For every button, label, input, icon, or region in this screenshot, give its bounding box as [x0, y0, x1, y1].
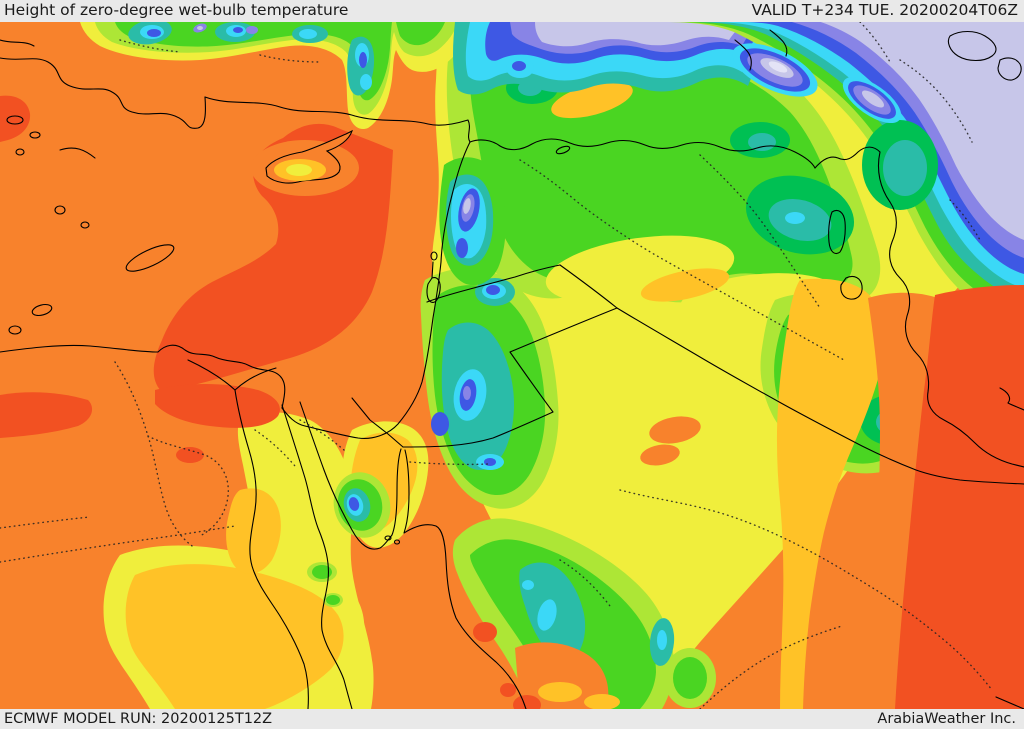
footer-bar: ECMWF MODEL RUN: 20200125T12Z ArabiaWeat… [0, 709, 1024, 729]
egypt-israel-border [351, 397, 404, 448]
levant-coast [281, 141, 471, 439]
euphrates-river-dotted [519, 159, 845, 361]
sinai-coast [299, 401, 402, 550]
jordan-river [431, 261, 434, 279]
jordan-north-border [426, 264, 561, 303]
persian-gulf-coast [999, 387, 1024, 411]
map-area [0, 22, 1024, 709]
egypt-north-coast [0, 344, 286, 409]
header-bar: Height of zero-degree wet-bulb temperatu… [0, 0, 1024, 22]
turkey-iraq-border [814, 146, 881, 169]
iraq-saudi-border [616, 307, 1024, 485]
cyprus-island [251, 129, 359, 196]
lake-razzaza [840, 275, 863, 300]
lakes-layer [426, 30, 1022, 303]
coastlines-layer [0, 39, 1024, 709]
lake-van [947, 30, 997, 62]
nile-delta-east-branch [234, 367, 277, 391]
valid-time: VALID T+234 TUE. 20200204T06Z [751, 1, 1018, 20]
lake-assad [555, 145, 571, 155]
red-sea-west-coast [281, 404, 353, 709]
map-title: Height of zero-degree wet-bulb temperatu… [4, 1, 349, 20]
borders-layer [351, 29, 1024, 709]
turkey-syria-border [469, 138, 816, 169]
northeast-highlands-nest [655, 22, 1024, 322]
dotted-admin-layer [0, 22, 993, 709]
lake-tharthar [828, 209, 846, 255]
lake-urmia [997, 57, 1022, 81]
coastal-hot-spot [473, 622, 497, 642]
model-run-label: ECMWF MODEL RUN: 20200125T12Z [4, 710, 273, 727]
branding-label: ArabiaWeather Inc. [877, 710, 1016, 727]
sea-of-galilee [430, 251, 438, 261]
island-rhodes [125, 244, 175, 272]
southeast-hot-gradient [473, 278, 1024, 709]
nile-river [234, 389, 309, 709]
iran-iraq-border [877, 151, 1024, 468]
nile-delta-west-branch [187, 359, 236, 391]
jordan-east-border [402, 264, 618, 448]
gulf-of-aqaba-and-saudi-coast [403, 449, 527, 709]
tigris-river-dotted [699, 154, 821, 309]
turkey-south-coast [204, 96, 471, 143]
map-canvas [0, 22, 1024, 709]
north-cold-strip [453, 22, 790, 95]
aegean-coast [0, 57, 207, 129]
turkey-mountain-band [80, 22, 470, 130]
